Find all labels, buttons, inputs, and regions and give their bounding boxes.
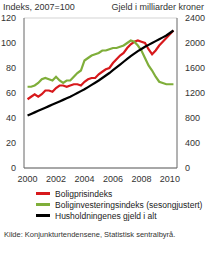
- svg-text:2006: 2006: [103, 174, 123, 184]
- html-text:Husholdningenes gjeld i alt: Husholdningenes gjeld i alt: [55, 210, 157, 221]
- svg-text:120: 120: [8, 13, 16, 23]
- svg-text:80: 80: [8, 63, 16, 73]
- svg-text:800: 800: [185, 113, 199, 123]
- svg-text:2400: 2400: [185, 13, 199, 23]
- svg-text:0: 0: [11, 163, 16, 173]
- svg-text:2010: 2010: [160, 174, 180, 184]
- svg-text:40: 40: [8, 113, 16, 123]
- svg-text:2002: 2002: [46, 174, 66, 184]
- html-text:Boliginvesteringsindeks (seson: Boliginvesteringsindeks (sesongjustert): [55, 199, 203, 210]
- svg-text:400: 400: [185, 138, 199, 148]
- html-text:Gjeld i milliarder kroner: Gjeld i milliarder kroner: [111, 2, 204, 12]
- html-text:Indeks, 2007=100: Indeks, 2007=100: [3, 2, 75, 12]
- svg-text:0: 0: [185, 163, 190, 173]
- svg-text:2000: 2000: [18, 174, 38, 184]
- svg-text:60: 60: [8, 88, 16, 98]
- svg-text:1200: 1200: [185, 88, 199, 98]
- svg-text:2000: 2000: [185, 38, 199, 48]
- svg-text:2004: 2004: [74, 174, 94, 184]
- svg-text:2008: 2008: [131, 174, 151, 184]
- svg-text:20: 20: [8, 138, 16, 148]
- html-text:Kilde: Konjunkturtendensene, S: Kilde: Konjunkturtendensene, Statistisk …: [4, 230, 176, 239]
- html-text:Boligprisindeks: Boligprisindeks: [55, 188, 113, 199]
- svg-text:100: 100: [8, 38, 16, 48]
- svg-text:1600: 1600: [185, 63, 199, 73]
